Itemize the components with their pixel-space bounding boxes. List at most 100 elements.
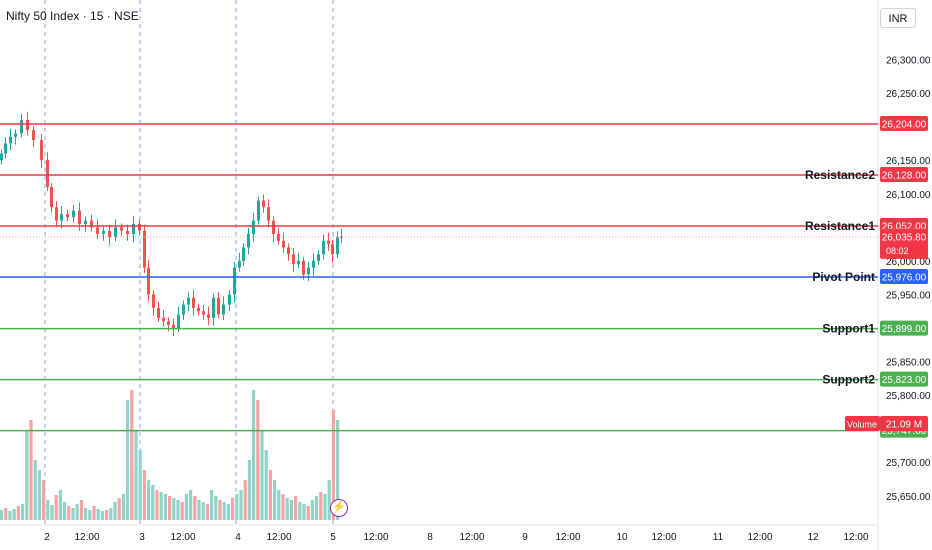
candle-body: [114, 227, 117, 238]
level-label: Pivot Point: [812, 270, 875, 284]
candle-body: [282, 240, 285, 248]
candle: [182, 300, 185, 320]
candle-body: [312, 260, 315, 268]
volume-bar: [130, 390, 134, 520]
level-tag-text: 26,128.00: [882, 171, 927, 182]
candle: [72, 204, 75, 223]
time-tick-label: 12:00: [170, 532, 195, 543]
candle-body: [132, 223, 135, 235]
candle: [60, 205, 63, 229]
candle-body: [0, 153, 3, 161]
volume-bar: [180, 502, 184, 520]
candle-body: [152, 294, 155, 308]
candle-body: [157, 307, 160, 318]
price-tick-label: 26,300.00: [886, 56, 931, 67]
candle-body: [212, 297, 215, 318]
volume-bar: [138, 450, 142, 520]
candle: [336, 231, 339, 259]
level-price-tag: 26,204.00: [880, 116, 928, 131]
volume-bar: [268, 470, 272, 520]
level-tag-text: 25,747.00: [882, 426, 927, 437]
level-tag-bg: [880, 167, 928, 182]
candle-body: [90, 220, 93, 228]
volume-bar: [54, 495, 58, 520]
volume-bar: [298, 502, 302, 520]
volume-bar: [58, 490, 62, 520]
volume-bar: [29, 420, 33, 520]
candle-body: [292, 254, 295, 265]
candle: [138, 219, 141, 235]
currency-button[interactable]: INR: [880, 8, 916, 28]
volume-bar: [37, 470, 41, 520]
candle-body: [182, 304, 185, 315]
candle-body: [143, 230, 146, 268]
volume-bar: [310, 500, 314, 520]
level-price-tag: 25,823.00: [880, 371, 928, 387]
volume-bar: [235, 494, 239, 520]
candle: [197, 303, 200, 316]
candle-body: [60, 213, 63, 221]
volume-bar: [336, 420, 340, 520]
time-tick-label: 12:00: [747, 532, 772, 543]
candle-body: [252, 220, 255, 235]
price-tick-label: 25,650.00: [886, 492, 931, 503]
candle: [297, 252, 300, 269]
candle-body: [302, 260, 305, 275]
volume-bar: [8, 511, 12, 520]
level-tag-text: 26,204.00: [882, 120, 927, 131]
candle: [108, 224, 111, 246]
candle: [302, 256, 305, 280]
candle-body: [242, 247, 245, 261]
candle: [132, 215, 135, 243]
candle: [157, 301, 160, 322]
volume-bar: [163, 494, 167, 520]
time-tick-label: 10: [616, 532, 628, 543]
level-label: Support2: [822, 373, 875, 387]
symbol-title[interactable]: Nifty 50 Index · 15 · NSE: [6, 9, 139, 23]
flash-icon[interactable]: ⚡: [330, 499, 348, 517]
volume-value: 21.09 M: [886, 420, 922, 431]
volume-bar: [247, 460, 251, 520]
volume-bar: [113, 502, 117, 520]
candle-body: [147, 267, 150, 295]
time-tick-label: 12:00: [266, 532, 291, 543]
candle: [242, 243, 245, 267]
candle: [267, 199, 270, 228]
candle-body: [50, 187, 53, 208]
volume-bar: [264, 450, 268, 520]
volume-bar: [25, 430, 29, 520]
candle: [247, 228, 250, 255]
volume-bar: [121, 494, 125, 520]
price-tick-label: 25,950.00: [886, 290, 931, 301]
volume-bars: [0, 390, 340, 520]
candle: [252, 212, 255, 243]
volume-bar: [134, 430, 138, 520]
volume-bar: [231, 498, 235, 520]
candle-body: [336, 237, 339, 255]
volume-bar: [277, 490, 281, 520]
volume-bar: [197, 500, 201, 520]
candle: [20, 113, 23, 138]
candle-body: [257, 200, 260, 221]
candle: [217, 291, 220, 319]
candle: [143, 224, 146, 273]
volume-bar: [151, 485, 155, 520]
candle-body: [4, 143, 7, 154]
volume-bar: [201, 502, 205, 520]
candle-body: [262, 200, 265, 208]
candle-body: [322, 240, 325, 255]
volume-bar: [21, 504, 25, 520]
candle-body: [331, 244, 334, 255]
price-tick-label: 26,150.00: [886, 156, 931, 167]
volume-bar: [4, 508, 8, 520]
time-tick-label: 11: [713, 532, 724, 543]
candle: [331, 240, 334, 263]
volume-bar: [12, 509, 16, 520]
volume-bar: [84, 508, 88, 520]
volume-bar: [176, 500, 180, 520]
time-tick-label: 5: [330, 532, 336, 543]
level-price-tag: 26,128.00: [880, 167, 928, 182]
volume-bar: [172, 498, 176, 520]
